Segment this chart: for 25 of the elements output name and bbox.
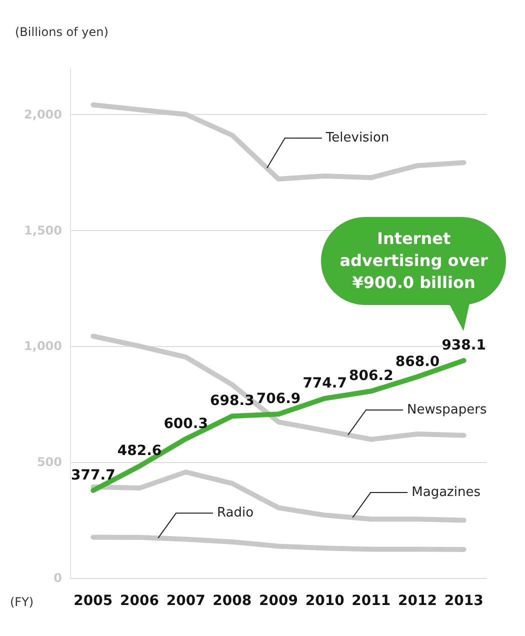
data-label: 482.6 bbox=[117, 443, 162, 460]
data-label: 377.7 bbox=[71, 467, 116, 484]
x-tick-label: 2012 bbox=[398, 593, 437, 609]
data-label: 868.0 bbox=[395, 354, 440, 370]
series-label: Magazines bbox=[412, 485, 481, 500]
data-label: 600.3 bbox=[164, 416, 208, 432]
x-tick-label: 2005 bbox=[74, 593, 113, 609]
data-label: 698.3 bbox=[210, 393, 254, 410]
series-label: Radio bbox=[217, 506, 254, 521]
series-label: Newspapers bbox=[407, 402, 487, 418]
data-label: 938.1 bbox=[442, 338, 486, 354]
y-axis-title: (Billions of yen) bbox=[15, 25, 108, 39]
x-axis-title: (FY) bbox=[10, 595, 34, 609]
annotation: Internet advertising over ¥900.0 billion bbox=[338, 228, 489, 294]
x-tick-label: 2008 bbox=[212, 593, 252, 609]
data-label: 806.2 bbox=[349, 368, 394, 384]
x-tick-label: 2011 bbox=[352, 593, 391, 609]
x-tick-label: 2009 bbox=[259, 593, 298, 609]
x-tick-label: 2010 bbox=[305, 593, 345, 609]
x-tick-label: 2006 bbox=[120, 593, 159, 609]
data-label: 706.9 bbox=[256, 391, 301, 408]
text: Television bbox=[324, 130, 390, 146]
x-tick-label: 2007 bbox=[166, 593, 206, 609]
x-tick-label: 2013 bbox=[444, 593, 484, 609]
data-label: 774.7 bbox=[302, 375, 347, 392]
